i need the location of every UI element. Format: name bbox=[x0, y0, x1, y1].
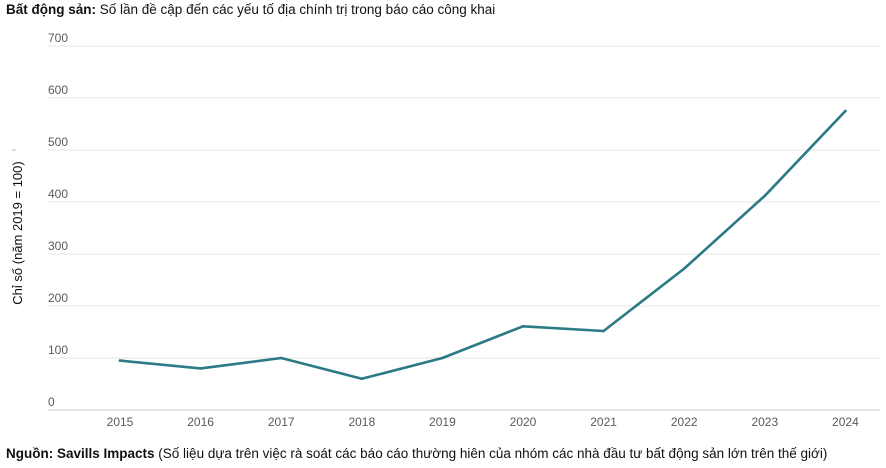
data-point bbox=[844, 109, 847, 113]
chart-title: Bất động sản: Số lần đề cập đến các yếu … bbox=[6, 2, 495, 17]
chart-title-rest: Số lần đề cập đến các yếu tố địa chính t… bbox=[96, 2, 496, 17]
y-tick-label: 500 bbox=[48, 135, 68, 149]
x-tick-label: 2021 bbox=[590, 415, 617, 429]
x-tick-label: 2023 bbox=[751, 415, 778, 429]
data-point bbox=[682, 267, 686, 270]
y-tick-label: 200 bbox=[48, 291, 68, 305]
y-tick-label: 300 bbox=[48, 239, 68, 253]
series-layer bbox=[118, 109, 847, 381]
y-axis-label: Chỉ số (năm 2019 = 100) bbox=[10, 161, 25, 304]
data-point bbox=[441, 356, 444, 360]
y-tick-label: 600 bbox=[48, 83, 68, 97]
data-point bbox=[521, 324, 525, 328]
x-tick-label: 2024 bbox=[832, 415, 859, 429]
chart-title-bold: Bất động sản: bbox=[6, 2, 96, 17]
x-tick-label: 2015 bbox=[107, 415, 134, 429]
data-point bbox=[360, 377, 364, 381]
gridlines bbox=[48, 45, 880, 411]
source-note: Nguồn: Savills Impacts (Số liệu dựa trên… bbox=[6, 446, 827, 461]
x-tick-label: 2016 bbox=[187, 415, 214, 429]
y-tick-label: 0 bbox=[48, 395, 55, 409]
x-tick-labels: 2015 2016 2017 2018 2019 2020 2021 2022 2023 2024 bbox=[107, 415, 859, 429]
x-tick-label: 2018 bbox=[348, 415, 375, 429]
y-tick-label: 700 bbox=[48, 31, 68, 45]
source-note-rest: (Số liệu dựa trên việc rà soát các báo c… bbox=[154, 446, 828, 461]
data-point bbox=[763, 194, 767, 198]
y-tick-labels: 0 100 200 300 400 500 600 700 bbox=[48, 31, 68, 409]
x-tick-label: 2019 bbox=[429, 415, 456, 429]
source-note-bold: Nguồn: Savills Impacts bbox=[6, 446, 155, 461]
x-tick-label: 2020 bbox=[510, 415, 537, 429]
y-tick-label: 100 bbox=[48, 343, 68, 357]
series-line bbox=[118, 109, 847, 381]
y-tick-label: 400 bbox=[48, 187, 68, 201]
data-point bbox=[279, 356, 283, 360]
data-point bbox=[199, 367, 202, 370]
data-point bbox=[602, 329, 605, 333]
x-tick-label: 2017 bbox=[268, 415, 295, 429]
data-point bbox=[118, 359, 122, 362]
x-tick-label: 2022 bbox=[671, 415, 698, 429]
